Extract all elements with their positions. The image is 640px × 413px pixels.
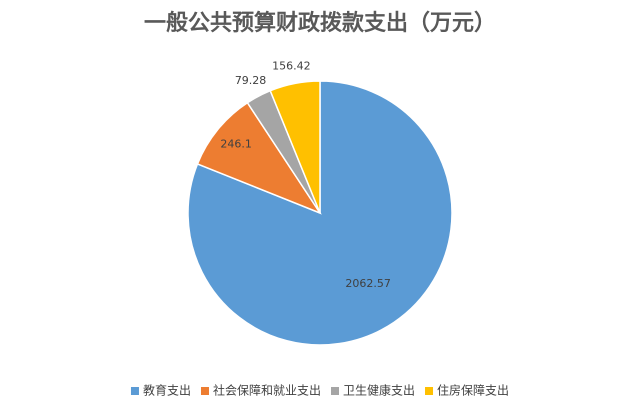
legend-swatch <box>331 387 339 395</box>
legend-label: 社会保障和就业支出 <box>213 383 321 398</box>
legend-swatch <box>425 387 434 395</box>
pie-slice <box>196 101 322 215</box>
legend-swatch <box>200 387 209 395</box>
legend-label: 住房保障支出 <box>437 383 509 398</box>
pie-slice <box>269 80 321 214</box>
value-label: 79.28 <box>235 74 267 87</box>
chart-title: 一般公共预算财政拨款支出（万元） <box>144 10 496 36</box>
value-label: 2062.57 <box>345 277 391 290</box>
legend-swatch <box>130 387 139 395</box>
legend-label: 教育支出 <box>143 383 191 398</box>
value-label: 246.1 <box>220 138 252 151</box>
legend-label: 卫生健康支出 <box>343 383 415 398</box>
value-label: 156.42 <box>272 60 311 73</box>
legend: 教育支出 社会保障和就业支出 卫生健康支出 住房保障支出 <box>130 383 509 398</box>
